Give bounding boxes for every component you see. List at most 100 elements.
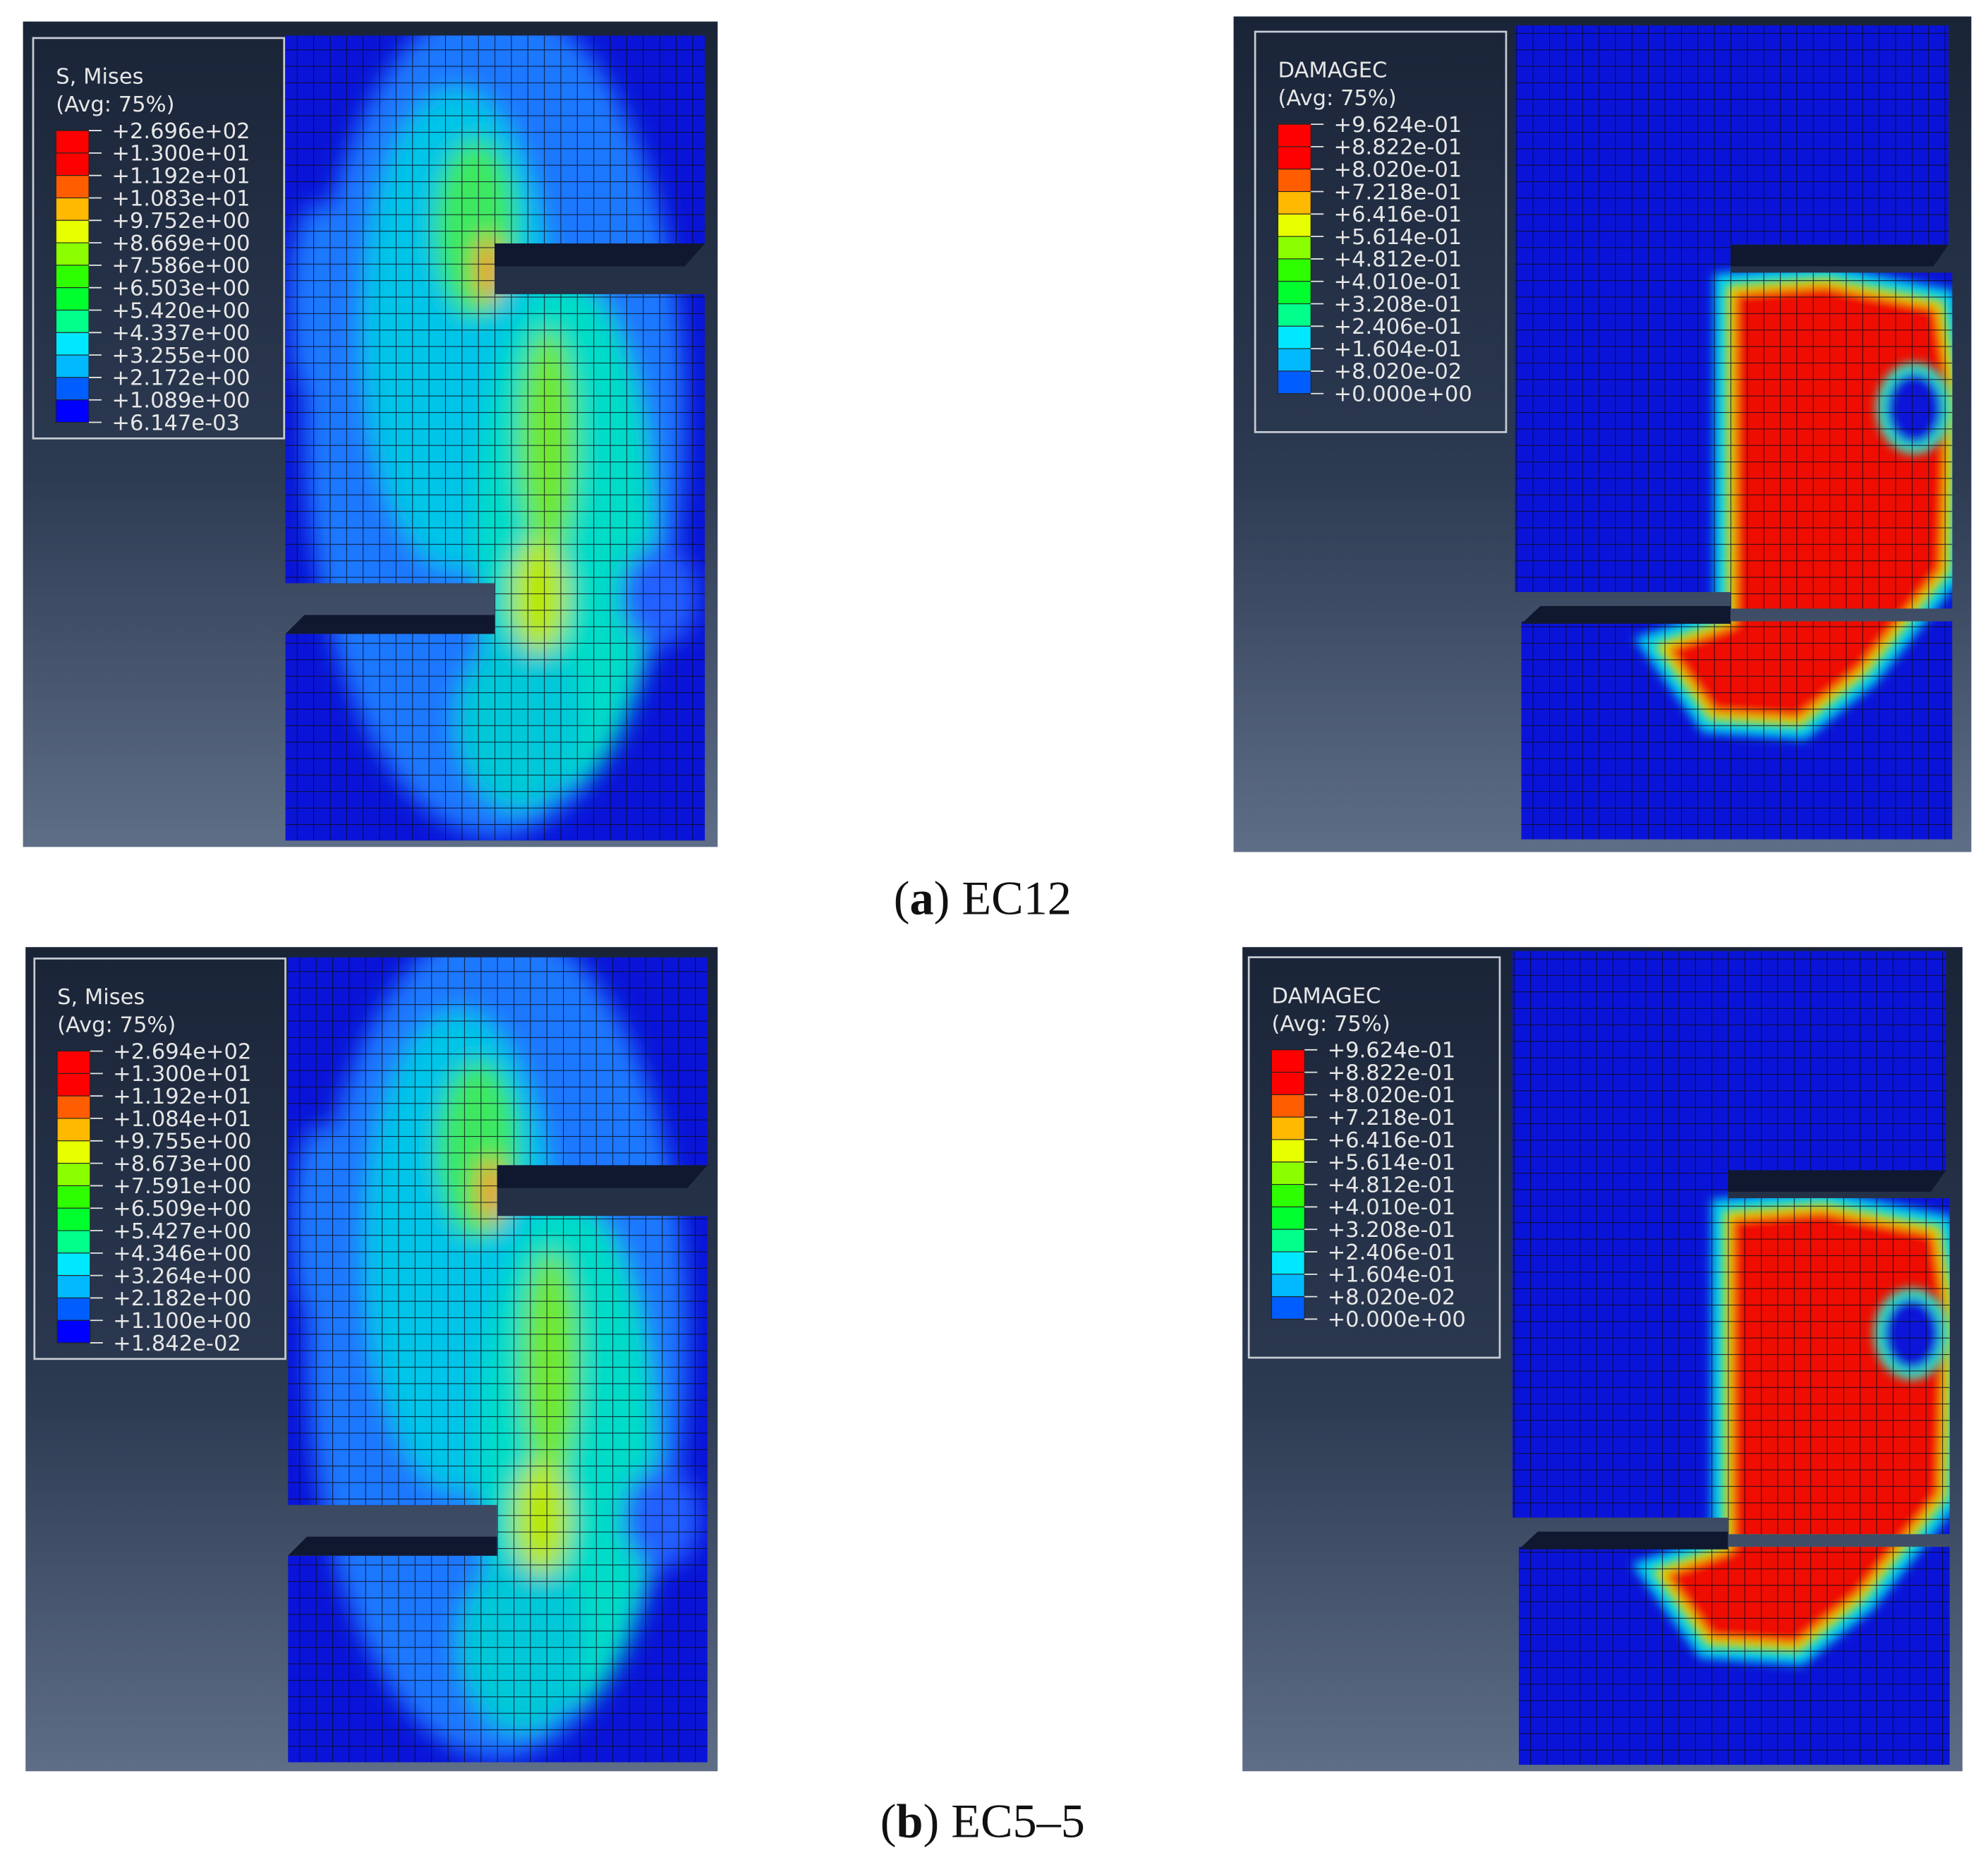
legend-label: +8.822e-01 bbox=[1334, 135, 1462, 160]
legend-label: +2.172e+00 bbox=[111, 366, 250, 391]
legend-label: +5.420e+00 bbox=[111, 298, 250, 323]
legend-label: +1.300e+01 bbox=[111, 142, 250, 167]
legend-swatch bbox=[1277, 370, 1311, 394]
panel-caption: (a) EC12 bbox=[894, 871, 1072, 924]
legend-swatch bbox=[55, 332, 90, 356]
legend-swatch bbox=[56, 1073, 91, 1097]
legend-swatch bbox=[1277, 281, 1311, 305]
ledge bbox=[1521, 605, 1731, 624]
mesh-grid bbox=[1512, 950, 1728, 1518]
legend-label: +4.337e+00 bbox=[111, 321, 250, 346]
contour-plot: S, Mises(Avg: 75%)+2.696e+02+1.300e+01+1… bbox=[23, 21, 718, 847]
legend-swatch bbox=[1271, 1296, 1305, 1319]
legend-label: +3.255e+00 bbox=[111, 344, 250, 368]
legend-swatch bbox=[56, 1297, 91, 1321]
caption-part: ) EC12 bbox=[934, 871, 1072, 924]
legend-label: +4.010e-01 bbox=[1328, 1195, 1456, 1220]
legend-swatch bbox=[1277, 258, 1311, 282]
legend-label: +2.696e+02 bbox=[111, 119, 250, 144]
mesh-grid bbox=[285, 634, 495, 841]
mesh-body bbox=[285, 35, 705, 841]
legend-label: +3.208e-01 bbox=[1334, 292, 1462, 317]
ledge bbox=[1728, 1170, 1946, 1192]
legend-title: S, Mises bbox=[56, 65, 143, 90]
mesh-grid bbox=[1518, 1547, 1950, 1765]
legend-label: +1.192e+01 bbox=[113, 1085, 251, 1109]
legend-swatch bbox=[1277, 123, 1311, 147]
caption-part: ) EC5–5 bbox=[923, 1794, 1084, 1847]
figure-panel: S, Mises(Avg: 75%)+2.696e+02+1.300e+01+1… bbox=[23, 16, 1972, 924]
legend-label: +9.752e+00 bbox=[111, 209, 250, 234]
legend-label: +6.416e-01 bbox=[1334, 203, 1462, 227]
legend-label: +1.842e-02 bbox=[113, 1331, 241, 1356]
legend-label: +4.010e-01 bbox=[1334, 270, 1462, 295]
legend-label: +8.673e+00 bbox=[113, 1152, 251, 1176]
legend-label: +1.100e+00 bbox=[113, 1309, 251, 1334]
ledge bbox=[288, 1536, 497, 1556]
figure-panel: S, Mises(Avg: 75%)+2.694e+02+1.300e+01+1… bbox=[25, 947, 1963, 1847]
legend-swatch bbox=[55, 309, 90, 333]
legend-swatch bbox=[1277, 169, 1311, 193]
legend-label: +7.218e-01 bbox=[1334, 180, 1462, 205]
caption-part: ( bbox=[880, 1794, 897, 1847]
caption-part: b bbox=[896, 1794, 923, 1847]
legend-swatch bbox=[56, 1319, 91, 1343]
legend-box bbox=[1254, 30, 1508, 433]
mesh-body bbox=[288, 957, 708, 1763]
mesh-body bbox=[1512, 950, 1950, 1765]
mesh-model bbox=[285, 35, 705, 841]
legend-title: DAMAGEC bbox=[1278, 59, 1387, 83]
legend-swatch bbox=[56, 1118, 91, 1142]
ledge bbox=[1518, 1531, 1728, 1550]
legend-swatch bbox=[1271, 1161, 1305, 1185]
legend-label: +4.812e-01 bbox=[1328, 1173, 1456, 1197]
legend-swatch bbox=[1277, 191, 1311, 215]
ledge bbox=[497, 1165, 708, 1188]
legend-label: +8.822e-01 bbox=[1328, 1061, 1456, 1085]
legend-label: +2.406e-01 bbox=[1328, 1240, 1456, 1265]
ledge bbox=[285, 615, 495, 634]
legend-box bbox=[1247, 956, 1501, 1359]
legend-label: +6.147e-03 bbox=[111, 411, 240, 435]
legend-swatch bbox=[55, 219, 90, 243]
mesh-grid bbox=[1728, 1198, 1950, 1535]
legend-swatch bbox=[55, 152, 90, 176]
legend-swatch bbox=[55, 130, 90, 154]
legend-label: +9.624e-01 bbox=[1328, 1039, 1456, 1063]
legend-swatch bbox=[1271, 1228, 1305, 1252]
legend-swatch bbox=[55, 377, 90, 401]
legend-label: +7.586e+00 bbox=[111, 254, 250, 279]
legend-label: +1.300e+01 bbox=[113, 1062, 251, 1087]
legend-swatch bbox=[1271, 1274, 1305, 1298]
mesh-grid bbox=[1515, 25, 1731, 593]
contour-plot: DAMAGEC(Avg: 75%)+9.624e-01+8.822e-01+8.… bbox=[1233, 16, 1972, 852]
legend-swatch bbox=[56, 1252, 91, 1276]
legend-swatch bbox=[56, 1230, 91, 1254]
legend-title: S, Mises bbox=[57, 985, 145, 1010]
mesh-grid bbox=[288, 957, 497, 1505]
legend-label: +9.624e-01 bbox=[1334, 113, 1462, 138]
legend-swatch bbox=[1271, 1049, 1305, 1073]
legend-swatch bbox=[55, 399, 90, 423]
legend-swatch bbox=[55, 175, 90, 199]
legend-swatch bbox=[56, 1140, 91, 1164]
legend-swatch bbox=[1277, 146, 1311, 170]
legend-label: +1.084e+01 bbox=[113, 1107, 251, 1132]
legend-swatch bbox=[56, 1185, 91, 1209]
legend-label: +6.416e-01 bbox=[1328, 1128, 1456, 1153]
legend-swatch bbox=[56, 1163, 91, 1186]
legend-label: +4.812e-01 bbox=[1334, 248, 1462, 272]
legend-label: +1.192e+01 bbox=[111, 164, 250, 188]
mesh-grid bbox=[288, 1555, 497, 1763]
legend-swatch bbox=[1271, 1206, 1305, 1230]
mesh-model bbox=[1512, 950, 1950, 1765]
legend-label: +0.000e+00 bbox=[1334, 382, 1472, 407]
legend-label: +1.604e-01 bbox=[1328, 1263, 1456, 1288]
legend-swatch bbox=[56, 1207, 91, 1231]
legend-swatch bbox=[1277, 236, 1311, 260]
legend-label: +8.020e-02 bbox=[1328, 1285, 1456, 1310]
legend-subtitle: (Avg: 75%) bbox=[57, 1013, 176, 1038]
legend-swatch bbox=[1271, 1251, 1305, 1275]
contour-plot: DAMAGEC(Avg: 75%)+9.624e-01+8.822e-01+8.… bbox=[1242, 947, 1963, 1772]
